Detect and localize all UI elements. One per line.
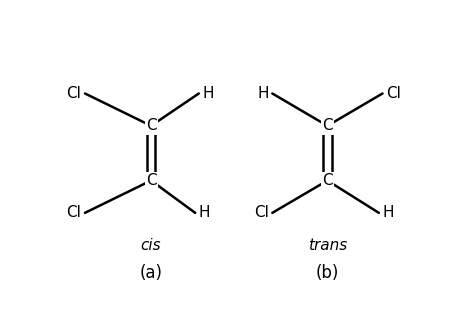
Text: C: C bbox=[322, 118, 333, 133]
Text: trans: trans bbox=[308, 238, 347, 253]
Text: Cl: Cl bbox=[66, 205, 82, 220]
Text: H: H bbox=[202, 86, 214, 101]
Text: (a): (a) bbox=[139, 264, 163, 282]
Text: Cl: Cl bbox=[386, 86, 401, 101]
Text: C: C bbox=[146, 173, 156, 188]
Text: C: C bbox=[322, 173, 333, 188]
Text: H: H bbox=[383, 205, 394, 220]
Text: (b): (b) bbox=[316, 264, 339, 282]
Text: C: C bbox=[146, 118, 156, 133]
Text: Cl: Cl bbox=[254, 205, 269, 220]
Text: cis: cis bbox=[141, 238, 162, 253]
Text: Cl: Cl bbox=[66, 86, 82, 101]
Text: H: H bbox=[257, 86, 269, 101]
Text: H: H bbox=[199, 205, 210, 220]
